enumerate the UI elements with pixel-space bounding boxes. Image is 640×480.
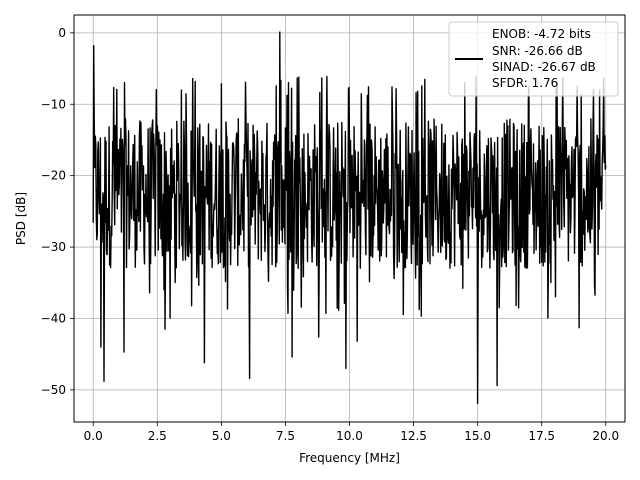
x-tick-label: 2.5 (148, 429, 167, 443)
psd-series-line (92, 31, 607, 405)
y-tick-label: −20 (41, 169, 66, 183)
x-tick-label: 15.0 (464, 429, 491, 443)
data-area (92, 31, 607, 405)
y-tick-label: −50 (41, 383, 66, 397)
y-axis-title: PSD [dB] (14, 192, 28, 245)
legend: ENOB: -4.72 bits SNR: -26.66 dB SINAD: -… (448, 21, 619, 97)
legend-line-sfdr: SFDR: 1.76 (492, 76, 558, 90)
x-tick-label: 7.5 (276, 429, 295, 443)
x-tick-label: 10.0 (336, 429, 363, 443)
legend-line-enob: ENOB: -4.72 bits (492, 27, 591, 41)
y-tick-label: −30 (41, 240, 66, 254)
x-tick-label: 17.5 (528, 429, 555, 443)
x-tick-label: 20.0 (592, 429, 619, 443)
legend-line-sinad: SINAD: -26.67 dB (492, 60, 596, 74)
x-tick-label: 12.5 (400, 429, 427, 443)
x-tick-label: 0.0 (84, 429, 103, 443)
y-tick-label: −40 (41, 311, 66, 325)
y-tick-label: −10 (41, 97, 66, 111)
legend-box (448, 21, 619, 97)
y-tick-label: 0 (58, 26, 66, 40)
ticks: 0.0 2.5 5.0 7.5 10.0 12.5 15.0 17.5 20.0 0 −10 −20 −… (41, 26, 619, 443)
x-tick-label: 5.0 (212, 429, 231, 443)
legend-line-snr: SNR: -26.66 dB (492, 44, 583, 58)
x-axis-title: Frequency [MHz] (299, 451, 400, 465)
